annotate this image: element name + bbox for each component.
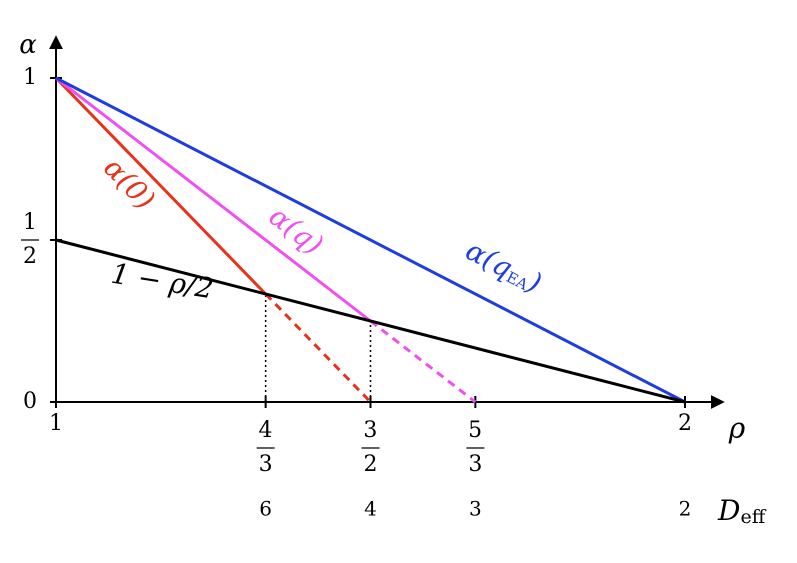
x-tick-label: 4/3 [258,418,273,477]
x2-tick-label: 3 [469,497,482,521]
y-axis-label: α [19,30,37,60]
y-tick-label: 1/2 [23,210,38,269]
x-axis-label: ρ [728,412,746,445]
line-segment [55,238,686,404]
series-label: α(qEA) [461,233,548,299]
series-label: α(q) [263,199,330,261]
line-segment [55,76,686,404]
x2-axis-label: Deff [717,494,767,529]
x-tick-label: 3/2 [363,418,378,477]
x2-tick-label: 2 [679,497,692,521]
y-tick-label: 0 [23,389,37,414]
x2-tick-label: 4 [364,497,377,521]
line-segment [55,76,372,323]
series-label: α(0) [97,151,161,216]
line-segment [264,292,372,404]
x-tick-label: 5/3 [468,418,483,477]
x-tick-label: 1 [49,411,63,436]
line-segment [54,76,267,296]
series-label: 1 − ρ/2 [109,257,216,306]
y-tick-label: 1 [23,65,37,90]
x-tick-label: 2 [678,411,692,436]
x2-tick-label: 6 [259,497,272,521]
